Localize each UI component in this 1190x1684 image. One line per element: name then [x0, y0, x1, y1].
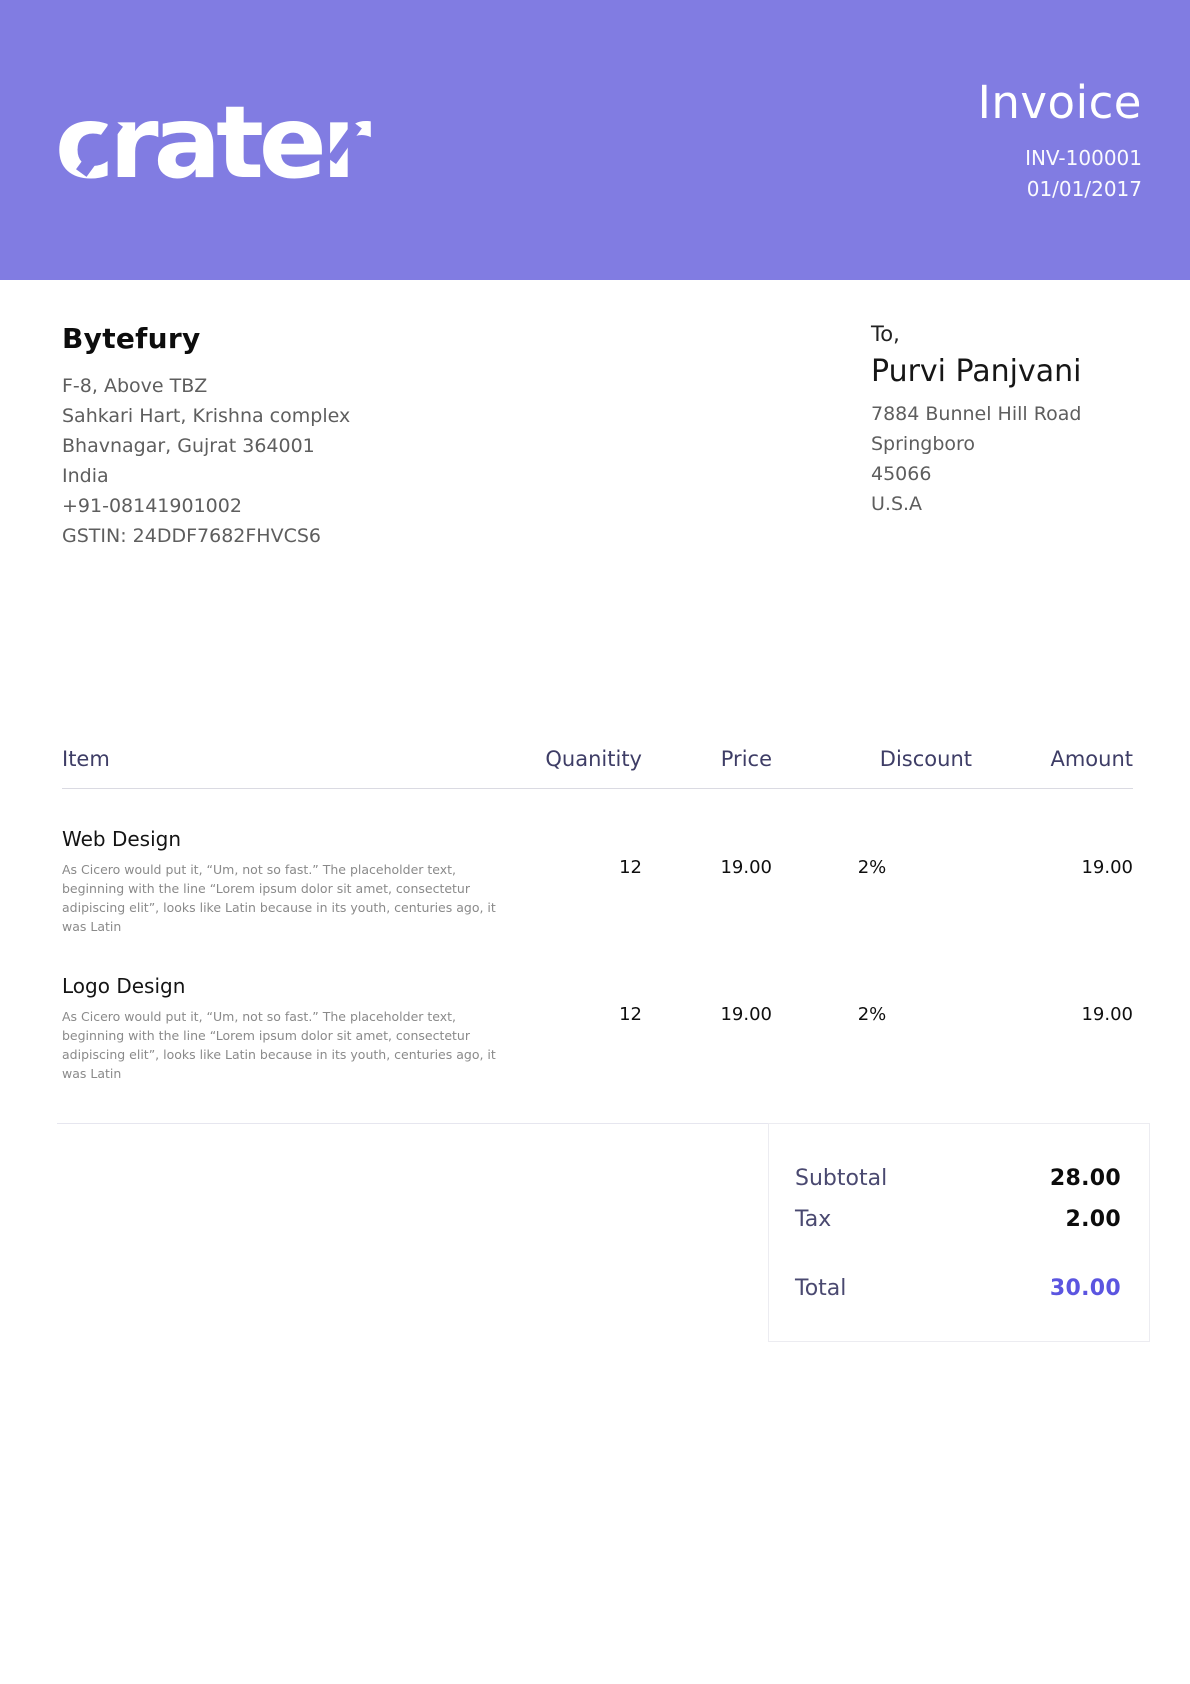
- column-header-amount: Amount: [1050, 747, 1133, 771]
- column-header-item: Item: [62, 747, 110, 771]
- totals-box: Subtotal 28.00 Tax 2.00 Total 30.00: [768, 1123, 1150, 1342]
- tax-label: Tax: [795, 1207, 832, 1232]
- seller-address-line: Bhavnagar, Gujrat 364001: [62, 435, 315, 457]
- customer-name: Purvi Panjvani: [871, 354, 1082, 389]
- column-header-discount: Discount: [879, 747, 972, 771]
- customer-address-line: 7884 Bunnel Hill Road: [871, 403, 1082, 425]
- seller-gstin: GSTIN: 24DDF7682FHVCS6: [62, 525, 321, 547]
- column-header-quantity: Quanitity: [545, 747, 642, 771]
- crater-logo: crater: [55, 87, 371, 193]
- seller-address-line: Sahkari Hart, Krishna complex: [62, 405, 351, 427]
- invoice-date: 01/01/2017: [1026, 176, 1142, 201]
- tax-row: Tax 2.00: [795, 1207, 1121, 1232]
- item-name: Logo Design: [62, 974, 186, 998]
- item-amount: 19.00: [1081, 1004, 1133, 1025]
- item-quantity: 12: [619, 1004, 642, 1025]
- customer-address-line: Springboro: [871, 433, 976, 455]
- bill-to-label: To,: [871, 322, 900, 346]
- item-row: Logo Design As Cicero would put it, “Um,…: [62, 936, 1133, 1123]
- bill-to-block: To, Purvi Panjvani 7884 Bunnel Hill Road…: [871, 322, 1133, 551]
- seller-phone: +91-08141901002: [62, 495, 242, 517]
- seller-name: Bytefury: [62, 322, 201, 355]
- column-header-price: Price: [720, 747, 772, 771]
- header-band: crater Invoice INV-100001 01/01/2017: [0, 0, 1190, 280]
- item-price: 19.00: [720, 1004, 772, 1025]
- tax-value: 2.00: [1065, 1207, 1121, 1232]
- customer-address-line: 45066: [871, 463, 932, 485]
- item-discount: 2%: [857, 1004, 887, 1025]
- items-table: Item Quanitity Price Discount Amount Web…: [0, 747, 1190, 1123]
- subtotal-value: 28.00: [1049, 1166, 1121, 1191]
- seller-address-line: F-8, Above TBZ: [62, 375, 208, 397]
- item-description: As Cicero would put it, “Um, not so fast…: [62, 862, 496, 934]
- invoice-header-info: Invoice INV-100001 01/01/2017: [978, 76, 1142, 205]
- subtotal-row: Subtotal 28.00: [795, 1166, 1121, 1191]
- customer-address-line: U.S.A: [871, 493, 923, 515]
- seller-address-line: India: [62, 465, 109, 487]
- item-name: Web Design: [62, 827, 182, 851]
- item-quantity: 12: [619, 857, 642, 878]
- invoice-title: Invoice: [977, 75, 1142, 129]
- item-description: As Cicero would put it, “Um, not so fast…: [62, 1009, 496, 1081]
- subtotal-label: Subtotal: [795, 1166, 888, 1191]
- invoice-number: INV-100001: [1025, 145, 1142, 170]
- total-label: Total: [795, 1276, 847, 1301]
- total-row: Total 30.00: [795, 1276, 1121, 1301]
- totals-section: Subtotal 28.00 Tax 2.00 Total 30.00: [57, 1123, 1150, 1342]
- total-value: 30.00: [1049, 1276, 1121, 1301]
- item-discount: 2%: [857, 857, 887, 878]
- seller-block: Bytefury F-8, Above TBZ Sahkari Hart, Kr…: [62, 322, 350, 551]
- item-row: Web Design As Cicero would put it, “Um, …: [62, 789, 1133, 936]
- item-amount: 19.00: [1081, 857, 1133, 878]
- address-section: Bytefury F-8, Above TBZ Sahkari Hart, Kr…: [0, 280, 1190, 551]
- items-table-header: Item Quanitity Price Discount Amount: [62, 747, 1133, 789]
- item-price: 19.00: [720, 857, 772, 878]
